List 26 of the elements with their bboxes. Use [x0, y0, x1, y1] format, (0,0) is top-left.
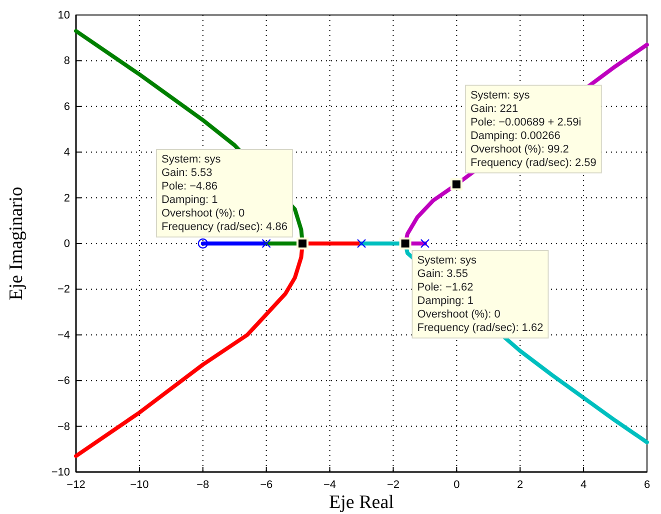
- x-tick-label: −4: [324, 478, 336, 491]
- x-tick-label: −2: [386, 478, 400, 491]
- y-tick-label: 6: [64, 100, 70, 113]
- x-tick-label: 2: [517, 478, 524, 491]
- y-tick-label: 10: [58, 10, 70, 22]
- y-tick-label: 2: [64, 192, 70, 204]
- annotation: System: sys Gain: 3.55 Pole: −1.62 Damping: 1 Overshoot (%): 0 Frequency (rad/sec): 1.62: [417, 254, 544, 334]
- x-tick-label: −6: [260, 478, 273, 491]
- x-axis-title: Eje Real: [329, 492, 394, 513]
- y-tick-label: −6: [57, 375, 70, 388]
- y-tick-label: −8: [57, 420, 70, 433]
- x-tick-label: 6: [644, 478, 650, 491]
- y-tick-label: 8: [64, 55, 70, 68]
- x-tick-label: 0: [454, 478, 460, 491]
- x-tick-label: −10: [130, 478, 149, 491]
- y-tick-label: −4: [57, 329, 70, 342]
- annotation: System: sys Gain: 221 Pole: −0.00689 + 2.59i Damping: 0.00266 Overshoot (%): 99.2 Frequency (rad/sec): 2.59: [470, 89, 596, 169]
- y-tick-label: −2: [57, 284, 70, 296]
- x-tick-label: 4: [580, 478, 587, 491]
- x-tick-label: −12: [66, 478, 86, 491]
- annotation: System: sys Gain: 5.53 Pole: −4.86 Damping: 1 Overshoot (%): 0 Frequency (rad/sec): 4.86: [161, 154, 288, 233]
- y-axis-title: Eje Imaginario: [6, 186, 27, 300]
- x-tick-label: −8: [196, 478, 210, 491]
- y-tick-label: −10: [51, 466, 70, 479]
- y-tick-label: 0: [64, 238, 70, 250]
- y-tick-label: 4: [64, 146, 70, 159]
